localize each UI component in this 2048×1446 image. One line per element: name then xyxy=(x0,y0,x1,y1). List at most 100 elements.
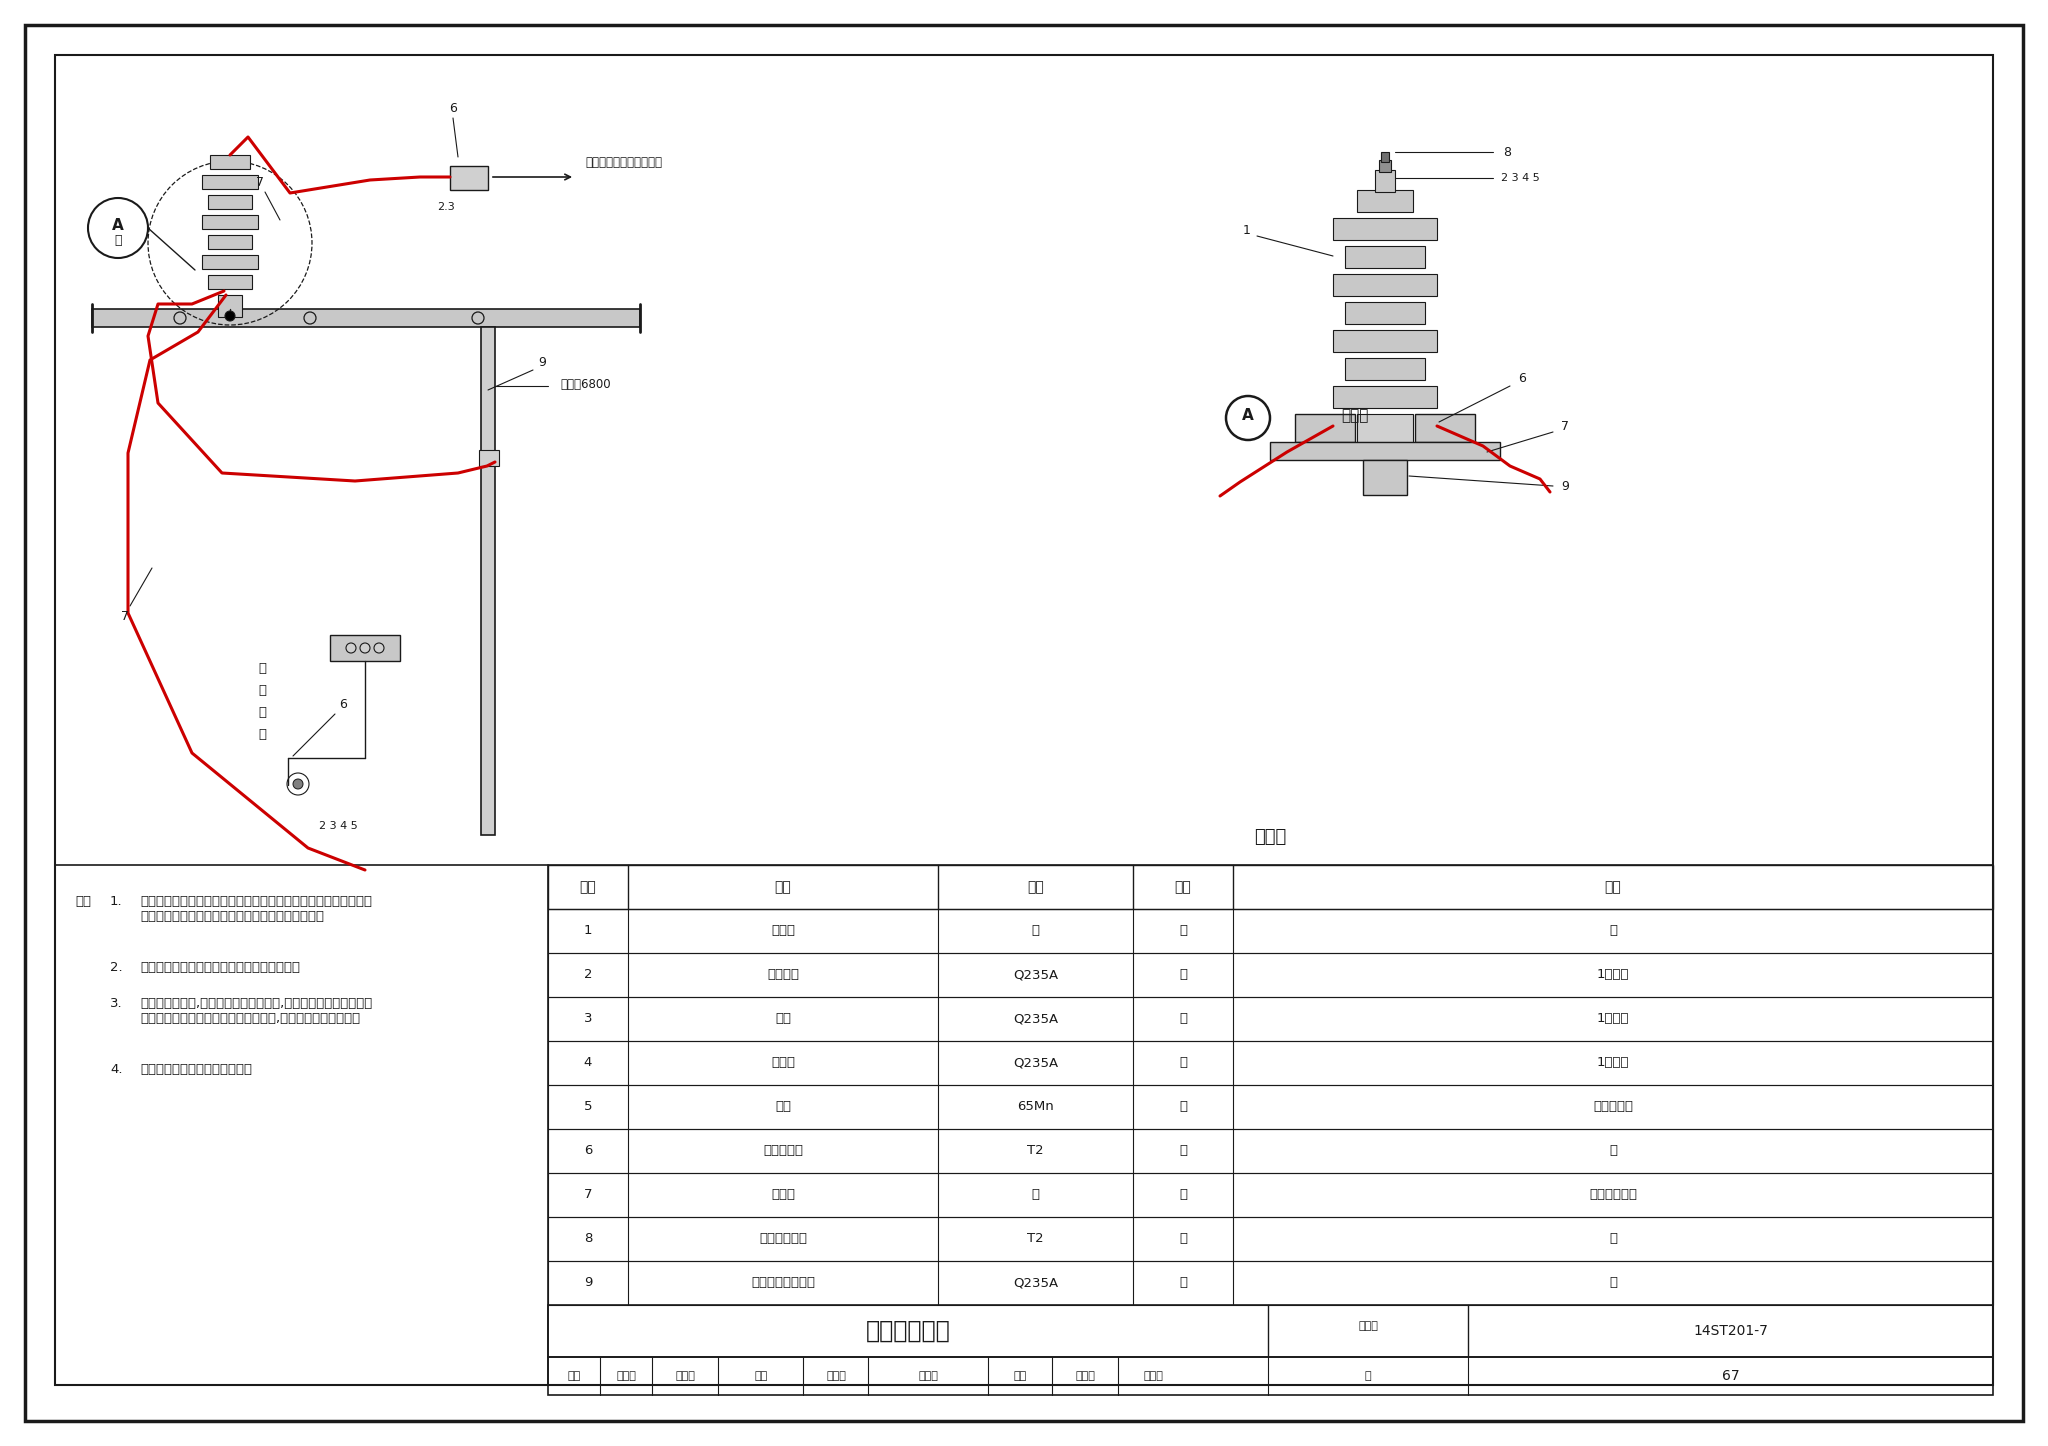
Bar xyxy=(549,910,1993,953)
Text: 材料表: 材料表 xyxy=(1253,829,1286,846)
Text: 6: 6 xyxy=(584,1144,592,1157)
Text: 7: 7 xyxy=(121,610,129,622)
Text: T2: T2 xyxy=(1028,1144,1044,1157)
Text: 3.: 3. xyxy=(111,996,123,1009)
Text: 校对: 校对 xyxy=(754,1371,768,1381)
Circle shape xyxy=(346,643,356,654)
Text: 个: 个 xyxy=(1180,1057,1188,1070)
Text: 金属氧化物避雷器的接地电阻符合设计要求。: 金属氧化物避雷器的接地电阻符合设计要求。 xyxy=(139,962,299,975)
Text: 蔡桂刚: 蔡桂刚 xyxy=(918,1371,938,1381)
Text: 避雷器: 避雷器 xyxy=(1341,409,1368,424)
Text: Q235A: Q235A xyxy=(1014,1012,1059,1025)
Bar xyxy=(1346,302,1425,324)
Text: 瓷套管光洁，金属件镀锌良好。: 瓷套管光洁，金属件镀锌良好。 xyxy=(139,1063,252,1076)
Circle shape xyxy=(360,643,371,654)
Text: 螺母: 螺母 xyxy=(774,1012,791,1025)
Text: 连接螺栓: 连接螺栓 xyxy=(768,969,799,982)
Bar xyxy=(330,635,399,661)
Text: 7: 7 xyxy=(1561,419,1569,432)
Bar xyxy=(549,1173,1993,1218)
Text: 根: 根 xyxy=(1180,1189,1188,1202)
Text: 5: 5 xyxy=(584,1100,592,1113)
Text: Q235A: Q235A xyxy=(1014,1057,1059,1070)
Bar xyxy=(481,327,496,834)
Text: 1级镀锌: 1级镀锌 xyxy=(1597,969,1630,982)
Text: 备注: 备注 xyxy=(1606,881,1622,894)
Bar xyxy=(1358,189,1413,213)
Text: 4.: 4. xyxy=(111,1063,123,1076)
Text: 蔡忠刚: 蔡忠刚 xyxy=(825,1371,846,1381)
Text: 8: 8 xyxy=(584,1232,592,1245)
Text: 2: 2 xyxy=(584,969,592,982)
Text: 名称: 名称 xyxy=(774,881,791,894)
Text: 65Mn: 65Mn xyxy=(1018,1100,1055,1113)
Bar xyxy=(1333,218,1438,240)
Text: 套: 套 xyxy=(1180,1277,1188,1290)
Text: 张波元: 张波元 xyxy=(1075,1371,1096,1381)
Text: 避雷器安装图: 避雷器安装图 xyxy=(866,1319,950,1343)
Bar xyxy=(1333,386,1438,408)
Text: 件: 件 xyxy=(1180,1144,1188,1157)
Circle shape xyxy=(225,311,236,321)
Text: 9: 9 xyxy=(1561,480,1569,493)
Bar xyxy=(549,1356,1993,1395)
Text: 地: 地 xyxy=(258,706,266,719)
Text: 至开关接线板（进线段）: 至开关接线板（进线段） xyxy=(586,156,662,169)
Bar xyxy=(549,865,1993,910)
Text: 4: 4 xyxy=(584,1057,592,1070)
Text: 6: 6 xyxy=(449,101,457,114)
Text: 至柱底6800: 至柱底6800 xyxy=(559,377,610,390)
Text: 单位: 单位 xyxy=(1176,881,1192,894)
Text: 1级镀锌: 1级镀锌 xyxy=(1597,1012,1630,1025)
Text: －: － xyxy=(1610,1144,1618,1157)
Text: 电镀锌钝化: 电镀锌钝化 xyxy=(1593,1100,1632,1113)
Bar xyxy=(451,166,487,189)
Text: A: A xyxy=(113,217,123,233)
Text: 7: 7 xyxy=(584,1189,592,1202)
Text: 铜接线端子: 铜接线端子 xyxy=(764,1144,803,1157)
Text: 9: 9 xyxy=(584,1277,592,1290)
Bar xyxy=(209,275,252,289)
Text: 避雷器的安装位置、规格、型号及引线方式符合设计要求，引线连
接正确牢固，并预留因温度变化引起的的位移长度。: 避雷器的安装位置、规格、型号及引线方式符合设计要求，引线连 接正确牢固，并预留因… xyxy=(139,895,373,923)
Text: 张远之: 张远之 xyxy=(1143,1371,1163,1381)
Bar xyxy=(1380,152,1389,162)
Text: 接: 接 xyxy=(258,684,266,697)
Text: 6: 6 xyxy=(1518,372,1526,385)
Text: 8: 8 xyxy=(1503,146,1511,159)
Text: －: － xyxy=(1610,1277,1618,1290)
Bar xyxy=(1346,359,1425,380)
Text: 设计: 设计 xyxy=(1014,1371,1026,1381)
Text: 67: 67 xyxy=(1722,1369,1739,1382)
Text: 高乃彦: 高乃彦 xyxy=(676,1371,694,1381)
Bar xyxy=(1270,442,1499,460)
Bar xyxy=(1374,171,1395,192)
Text: 件: 件 xyxy=(1180,1232,1188,1245)
Text: 钢柱上避雷器底座: 钢柱上避雷器底座 xyxy=(752,1277,815,1290)
Text: 1: 1 xyxy=(1243,224,1251,237)
Bar xyxy=(1358,414,1413,442)
Bar xyxy=(1415,414,1475,442)
Text: Q235A: Q235A xyxy=(1014,1277,1059,1290)
Text: 2.3: 2.3 xyxy=(436,202,455,213)
Text: 6: 6 xyxy=(340,697,346,710)
Text: 7: 7 xyxy=(256,176,264,189)
Bar xyxy=(549,1261,1993,1304)
Bar xyxy=(203,215,258,228)
Bar xyxy=(1378,161,1391,172)
Text: 软电缆: 软电缆 xyxy=(770,1189,795,1202)
Text: 2 3 4 5: 2 3 4 5 xyxy=(1501,174,1540,184)
Text: 材料: 材料 xyxy=(1028,881,1044,894)
Bar xyxy=(549,1304,1993,1356)
Text: 极: 极 xyxy=(258,727,266,740)
Bar xyxy=(203,175,258,189)
Text: －: － xyxy=(115,233,121,246)
Text: 序号: 序号 xyxy=(580,881,596,894)
Text: 弹垫: 弹垫 xyxy=(774,1100,791,1113)
Text: A: A xyxy=(1243,409,1253,424)
Bar xyxy=(1364,460,1407,495)
Text: －: － xyxy=(1610,924,1618,937)
Bar xyxy=(549,1218,1993,1261)
Circle shape xyxy=(375,643,385,654)
Text: 1级镀锌: 1级镀锌 xyxy=(1597,1057,1630,1070)
Text: 避雷器: 避雷器 xyxy=(770,924,795,937)
